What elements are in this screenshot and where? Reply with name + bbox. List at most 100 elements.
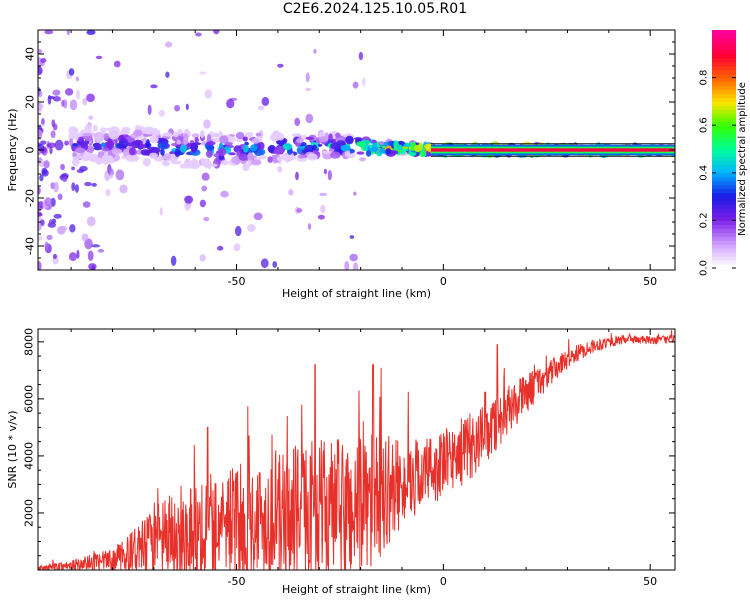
colorbar-step [712, 61, 736, 67]
heatmap-cell [352, 81, 359, 89]
heatmap-cell [87, 156, 97, 161]
heatmap-cell [62, 176, 68, 183]
heatmap-cell [38, 221, 42, 232]
y-tick-label: 20 [24, 95, 37, 109]
heatmap-cell [39, 174, 44, 182]
heatmap-cell [48, 219, 53, 226]
heatmap-cell [294, 117, 301, 127]
heatmap-cell [217, 147, 227, 157]
heatmap-cell [38, 152, 41, 156]
heatmap-cell [44, 241, 49, 250]
heatmap-cell [68, 252, 77, 262]
heatmap-cell [396, 144, 403, 151]
colorbar-step [712, 204, 736, 210]
heatmap-cell [119, 130, 130, 135]
heatmap-cell [199, 71, 207, 75]
heatmap-cell [88, 263, 97, 270]
heatmap-cell [195, 32, 202, 37]
heatmap-cell [40, 57, 47, 63]
heatmap-cell [95, 134, 104, 143]
colorbar-step [712, 73, 736, 79]
heatmap-cell [95, 143, 103, 149]
heatmap-cell [318, 136, 329, 143]
colorbar-step [712, 212, 736, 218]
colorbar-step [712, 101, 736, 106]
heatmap-cell [233, 145, 242, 153]
colorbar-step [712, 121, 736, 126]
heatmap-cell [177, 128, 183, 135]
y-tick-label: 4000 [23, 442, 36, 470]
colorbar-step [712, 232, 736, 237]
colorbar-step [712, 33, 736, 39]
heatmap-cell [149, 152, 159, 159]
colorbar-step [712, 137, 736, 142]
heatmap-cell [307, 223, 312, 230]
colorbar-step [712, 156, 736, 162]
heatmap-cell [170, 255, 177, 266]
heatmap-cell [60, 163, 65, 171]
heatmap-cell [305, 87, 312, 92]
heatmap-cell [250, 144, 258, 152]
heatmap-cell [213, 30, 220, 35]
heatmap-cell [72, 152, 77, 157]
heatmap-cell [356, 151, 365, 155]
heatmap-cell [327, 169, 332, 181]
heatmap-cell [180, 144, 187, 153]
heatmap-cell [38, 90, 43, 98]
colorbar-step [712, 164, 736, 170]
heatmap-cell [170, 160, 182, 165]
heatmap-cell [38, 212, 43, 217]
heatmap-cell [46, 234, 53, 241]
heatmap-cell [179, 163, 191, 169]
heatmap-cell [52, 89, 61, 96]
heatmap-cell [244, 132, 254, 137]
heatmap-cell [236, 138, 242, 143]
heatmap-cell [159, 207, 163, 216]
heatmap-cell [40, 140, 47, 145]
heatmap-cell [72, 128, 79, 132]
heatmap-cell [305, 113, 314, 124]
heatmap-cell [52, 253, 58, 259]
heatmap-cell [220, 190, 229, 198]
x-axis-label: Height of straight line (km) [282, 583, 431, 596]
heatmap-cell [317, 143, 323, 147]
colorbar-tick-label: 0.4 [699, 165, 710, 181]
heatmap-cell [296, 137, 304, 144]
heatmap-cell [203, 216, 210, 222]
colorbar-tick-label: 0.6 [699, 117, 710, 133]
heatmap-cell [101, 147, 110, 152]
heatmap-cell [49, 146, 53, 155]
heatmap-cell [390, 150, 399, 155]
heatmap-cell [81, 233, 89, 242]
heatmap-cell [88, 115, 94, 120]
heatmap-cell [295, 171, 299, 181]
heatmap-cell [74, 184, 79, 193]
y-tick-label: 2000 [23, 499, 36, 527]
heatmap-cell [272, 261, 278, 268]
colorbar-step [712, 192, 736, 198]
heatmap-cell [277, 166, 283, 173]
heatmap-cell [50, 130, 56, 139]
heatmap-cell [204, 89, 213, 99]
colorbar-step [712, 248, 736, 253]
heatmap-cell [125, 154, 131, 161]
heatmap-cell [141, 128, 152, 135]
heatmap-cell [68, 68, 75, 76]
snr-marks [38, 330, 675, 570]
heatmap-cell [217, 245, 224, 251]
heatmap-cell [75, 76, 79, 82]
colorbar-step [712, 37, 736, 43]
heatmap-cell [150, 84, 158, 89]
heatmap-cell [199, 129, 205, 139]
heatmap-cell [80, 155, 90, 162]
colorbar-step [712, 224, 736, 229]
colorbar-step [712, 41, 736, 47]
colorbar-step [712, 89, 736, 95]
heatmap-cell [113, 60, 121, 68]
heatmap-cell [206, 140, 216, 146]
heatmap-cell [285, 155, 297, 161]
heatmap-cell [86, 216, 96, 227]
heatmap-cell [369, 147, 380, 153]
